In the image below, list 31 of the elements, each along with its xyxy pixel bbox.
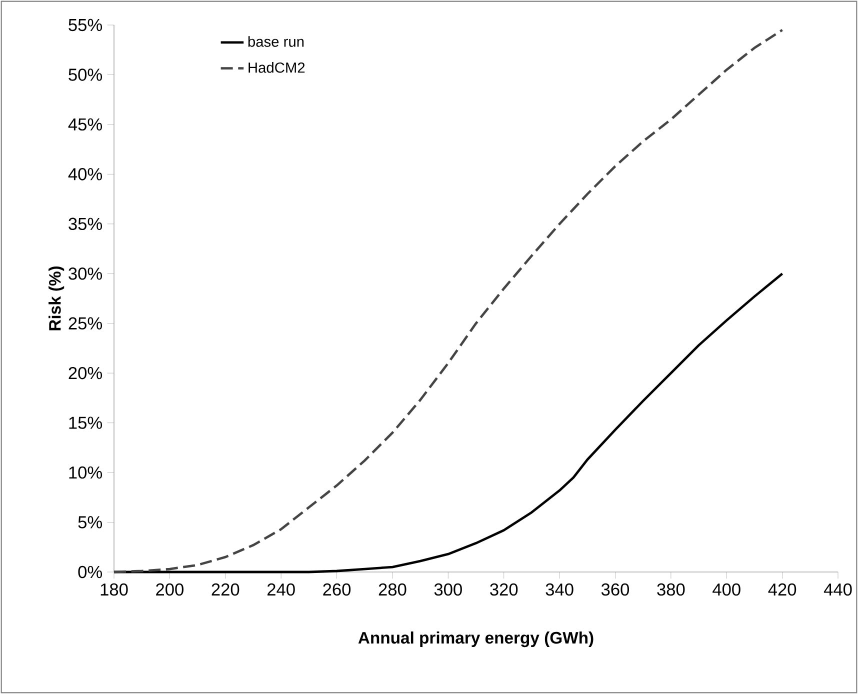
x-tick-label: 220: [212, 583, 240, 596]
x-tick-label: 440: [824, 583, 852, 596]
x-tick-label: 380: [657, 583, 685, 596]
x-tick-label: 280: [378, 583, 406, 596]
legend-label: base run: [248, 36, 304, 47]
x-tick-label: 200: [156, 583, 184, 596]
x-axis-title: Annual primary energy (GWh): [358, 631, 594, 648]
y-tick-label: 40%: [68, 168, 102, 180]
x-tick-label: 260: [323, 583, 351, 596]
legend-label: HadCM2: [248, 62, 305, 73]
x-tick-label: 340: [546, 583, 574, 596]
x-tick-label: 300: [434, 583, 462, 596]
y-tick-label: 25%: [68, 317, 102, 330]
x-tick-label: 180: [100, 583, 128, 596]
y-tick-label: 10%: [69, 466, 102, 479]
x-tick-label: 360: [601, 583, 630, 596]
y-tick-label: 45%: [68, 118, 102, 131]
y-tick-label: 55%: [68, 18, 102, 32]
x-tick-label: 320: [490, 583, 518, 596]
x-tick-label: 420: [768, 583, 796, 596]
y-tick-label: 50%: [68, 68, 102, 81]
y-tick-label: 20%: [68, 366, 102, 380]
x-tick-label: 400: [712, 583, 740, 596]
y-tick-label: 15%: [69, 416, 102, 429]
y-tick-label: 0%: [78, 566, 102, 578]
line-series: [112, 28, 784, 574]
y-tick-label: 5%: [78, 516, 102, 528]
y-axis-title: Risk (%): [48, 266, 64, 330]
x-tick-label: 240: [267, 583, 295, 596]
y-tick-label: 30%: [68, 268, 102, 280]
y-tick-label: 35%: [68, 218, 102, 230]
